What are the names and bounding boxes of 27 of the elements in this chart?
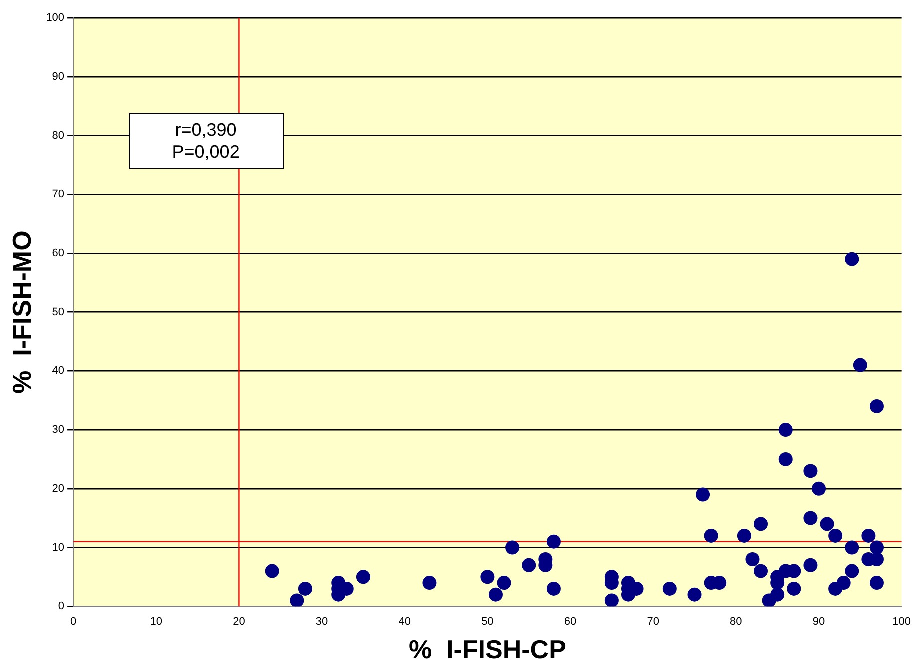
y-tick-label: 20 <box>52 482 65 495</box>
y-tick-label: 80 <box>52 130 65 142</box>
x-tick-label: 80 <box>730 616 742 628</box>
x-tick-label: 20 <box>233 616 246 628</box>
x-tick-label: 30 <box>316 616 328 628</box>
x-axis-title: % I-FISH-CP <box>408 634 566 665</box>
y-tick-label: 60 <box>52 247 65 260</box>
y-tick-label: 90 <box>52 70 65 83</box>
x-tick-label: 40 <box>398 616 411 628</box>
y-tick-label: 100 <box>46 12 65 24</box>
y-tick-label: 40 <box>52 365 65 378</box>
x-tick-label: 50 <box>482 616 494 628</box>
x-tick-label: 70 <box>647 616 660 628</box>
y-axis-title: % I-FISH-MO <box>6 230 37 394</box>
annotation: P=0,002 <box>171 141 241 163</box>
y-tick-label: 70 <box>52 188 65 201</box>
y-tick-label: 50 <box>52 306 65 318</box>
x-tick-label: 0 <box>70 616 77 628</box>
annotation: r=0,390 <box>174 119 238 141</box>
y-tick-label: 10 <box>52 542 65 554</box>
y-tick-label: 30 <box>52 424 65 436</box>
x-tick-label: 10 <box>150 616 163 628</box>
note-box: r=0,390 P=0,002 <box>128 113 284 169</box>
x-tick-label: 100 <box>892 616 912 628</box>
x-tick-label: 90 <box>812 616 826 628</box>
x-tick-label: 60 <box>564 616 577 628</box>
y-tick-label: 0 <box>58 600 65 613</box>
